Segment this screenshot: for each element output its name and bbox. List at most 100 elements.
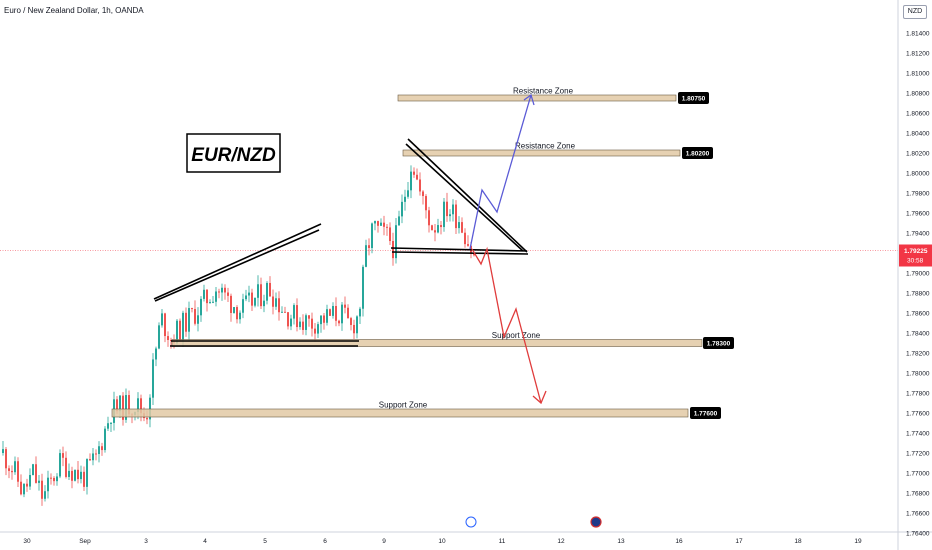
y-tick-label: 1.80200 <box>906 151 930 158</box>
zone-band <box>171 339 703 347</box>
y-tick-label: 1.76600 <box>906 511 930 518</box>
candle-body <box>74 469 76 481</box>
candle-body <box>413 171 415 175</box>
candle-body <box>362 266 364 309</box>
candle-body <box>365 245 367 267</box>
candle-body <box>92 453 94 461</box>
zone-price-tag <box>682 147 713 159</box>
zone-name: Resistance Zone <box>513 87 574 96</box>
y-tick-label: 1.79400 <box>906 231 930 238</box>
candle-body <box>437 225 439 233</box>
zone-price-tag <box>703 337 734 349</box>
y-tick-label: 1.81000 <box>906 71 930 78</box>
y-tick-label: 1.80000 <box>906 171 930 178</box>
y-tick-label: 1.79800 <box>906 191 930 198</box>
candle-body <box>281 311 283 313</box>
candle-body <box>179 320 181 341</box>
x-tick-label: 12 <box>557 538 565 545</box>
candle-body <box>374 221 376 224</box>
candle-body <box>371 223 373 249</box>
currency-badge[interactable]: NZD <box>903 5 927 19</box>
candle-body <box>239 312 241 320</box>
candle-body <box>155 348 157 360</box>
x-tick-label: 19 <box>854 538 862 545</box>
candle-body <box>311 318 313 329</box>
candle-body <box>194 309 196 324</box>
x-tick-label: 16 <box>675 538 683 545</box>
current-price-tag <box>899 244 932 267</box>
symbol-title: Euro / New Zealand Dollar, 1h, OANDA <box>4 6 144 15</box>
candle-body <box>32 464 34 475</box>
candle-body <box>254 297 256 306</box>
candle-body <box>38 480 40 483</box>
chart-title: EUR/NZD <box>191 145 276 166</box>
candle-body <box>398 216 400 226</box>
x-tick-label: 30 <box>23 538 31 545</box>
candle-body <box>344 304 346 308</box>
candle-body <box>200 298 202 316</box>
x-tick-label: 17 <box>735 538 743 545</box>
candle-body <box>422 191 424 197</box>
candle-body <box>287 312 289 327</box>
candle-body <box>206 289 208 304</box>
candle-body <box>275 298 277 307</box>
candle-body <box>116 399 118 412</box>
candle-body <box>458 222 460 229</box>
y-tick-label: 1.78800 <box>906 291 930 298</box>
candle-body <box>20 481 22 495</box>
zone-price-label: 1.80750 <box>682 96 706 103</box>
candle-body <box>380 222 382 226</box>
y-tick-label: 1.76800 <box>906 491 930 498</box>
candle-body <box>446 201 448 217</box>
zone-name: Resistance Zone <box>515 142 576 151</box>
candle-body <box>473 253 475 256</box>
y-tick-label: 1.77200 <box>906 451 930 458</box>
y-tick-label: 1.80400 <box>906 131 930 138</box>
candle-body <box>290 318 292 327</box>
candle-body <box>2 449 4 453</box>
x-tick-label: 6 <box>323 538 327 545</box>
candle-body <box>236 307 238 320</box>
candle-body <box>284 311 286 313</box>
candle-body <box>230 295 232 313</box>
candle-body <box>269 282 271 297</box>
x-tick-label: 18 <box>794 538 802 545</box>
candle-body <box>62 453 64 458</box>
candle-body <box>308 315 310 319</box>
trendline <box>153 223 322 300</box>
candle-body <box>152 359 154 398</box>
candle-body <box>320 315 322 325</box>
candle-body <box>377 221 379 226</box>
zone-name: Support Zone <box>492 331 541 340</box>
candle-body <box>65 457 67 477</box>
candle-body <box>464 232 466 245</box>
y-tick-label: 1.77400 <box>906 431 930 438</box>
y-tick-label: 1.80600 <box>906 111 930 118</box>
candle-body <box>452 204 454 215</box>
y-tick-label: 1.76400 <box>906 531 930 538</box>
y-tick-label: 1.78400 <box>906 331 930 338</box>
x-tick-label: 4 <box>203 538 207 545</box>
candle-body <box>167 336 169 341</box>
candle-body <box>98 446 100 455</box>
candle-body <box>203 289 205 299</box>
candle-body <box>125 395 127 420</box>
candle-body <box>434 230 436 233</box>
candle-body <box>128 395 130 415</box>
trendline <box>405 143 524 252</box>
candle-body <box>347 307 349 319</box>
candle-body <box>233 307 235 313</box>
candle-body <box>122 395 124 420</box>
candle-body <box>392 241 394 259</box>
y-tick-label: 1.78000 <box>906 371 930 378</box>
candle-body <box>140 398 142 414</box>
candle-body <box>110 422 112 424</box>
candle-body <box>326 309 328 323</box>
candle-body <box>227 292 229 296</box>
candle-body <box>221 287 223 293</box>
candle-body <box>350 318 352 325</box>
candle-body <box>272 296 274 307</box>
candle-body <box>26 483 28 487</box>
